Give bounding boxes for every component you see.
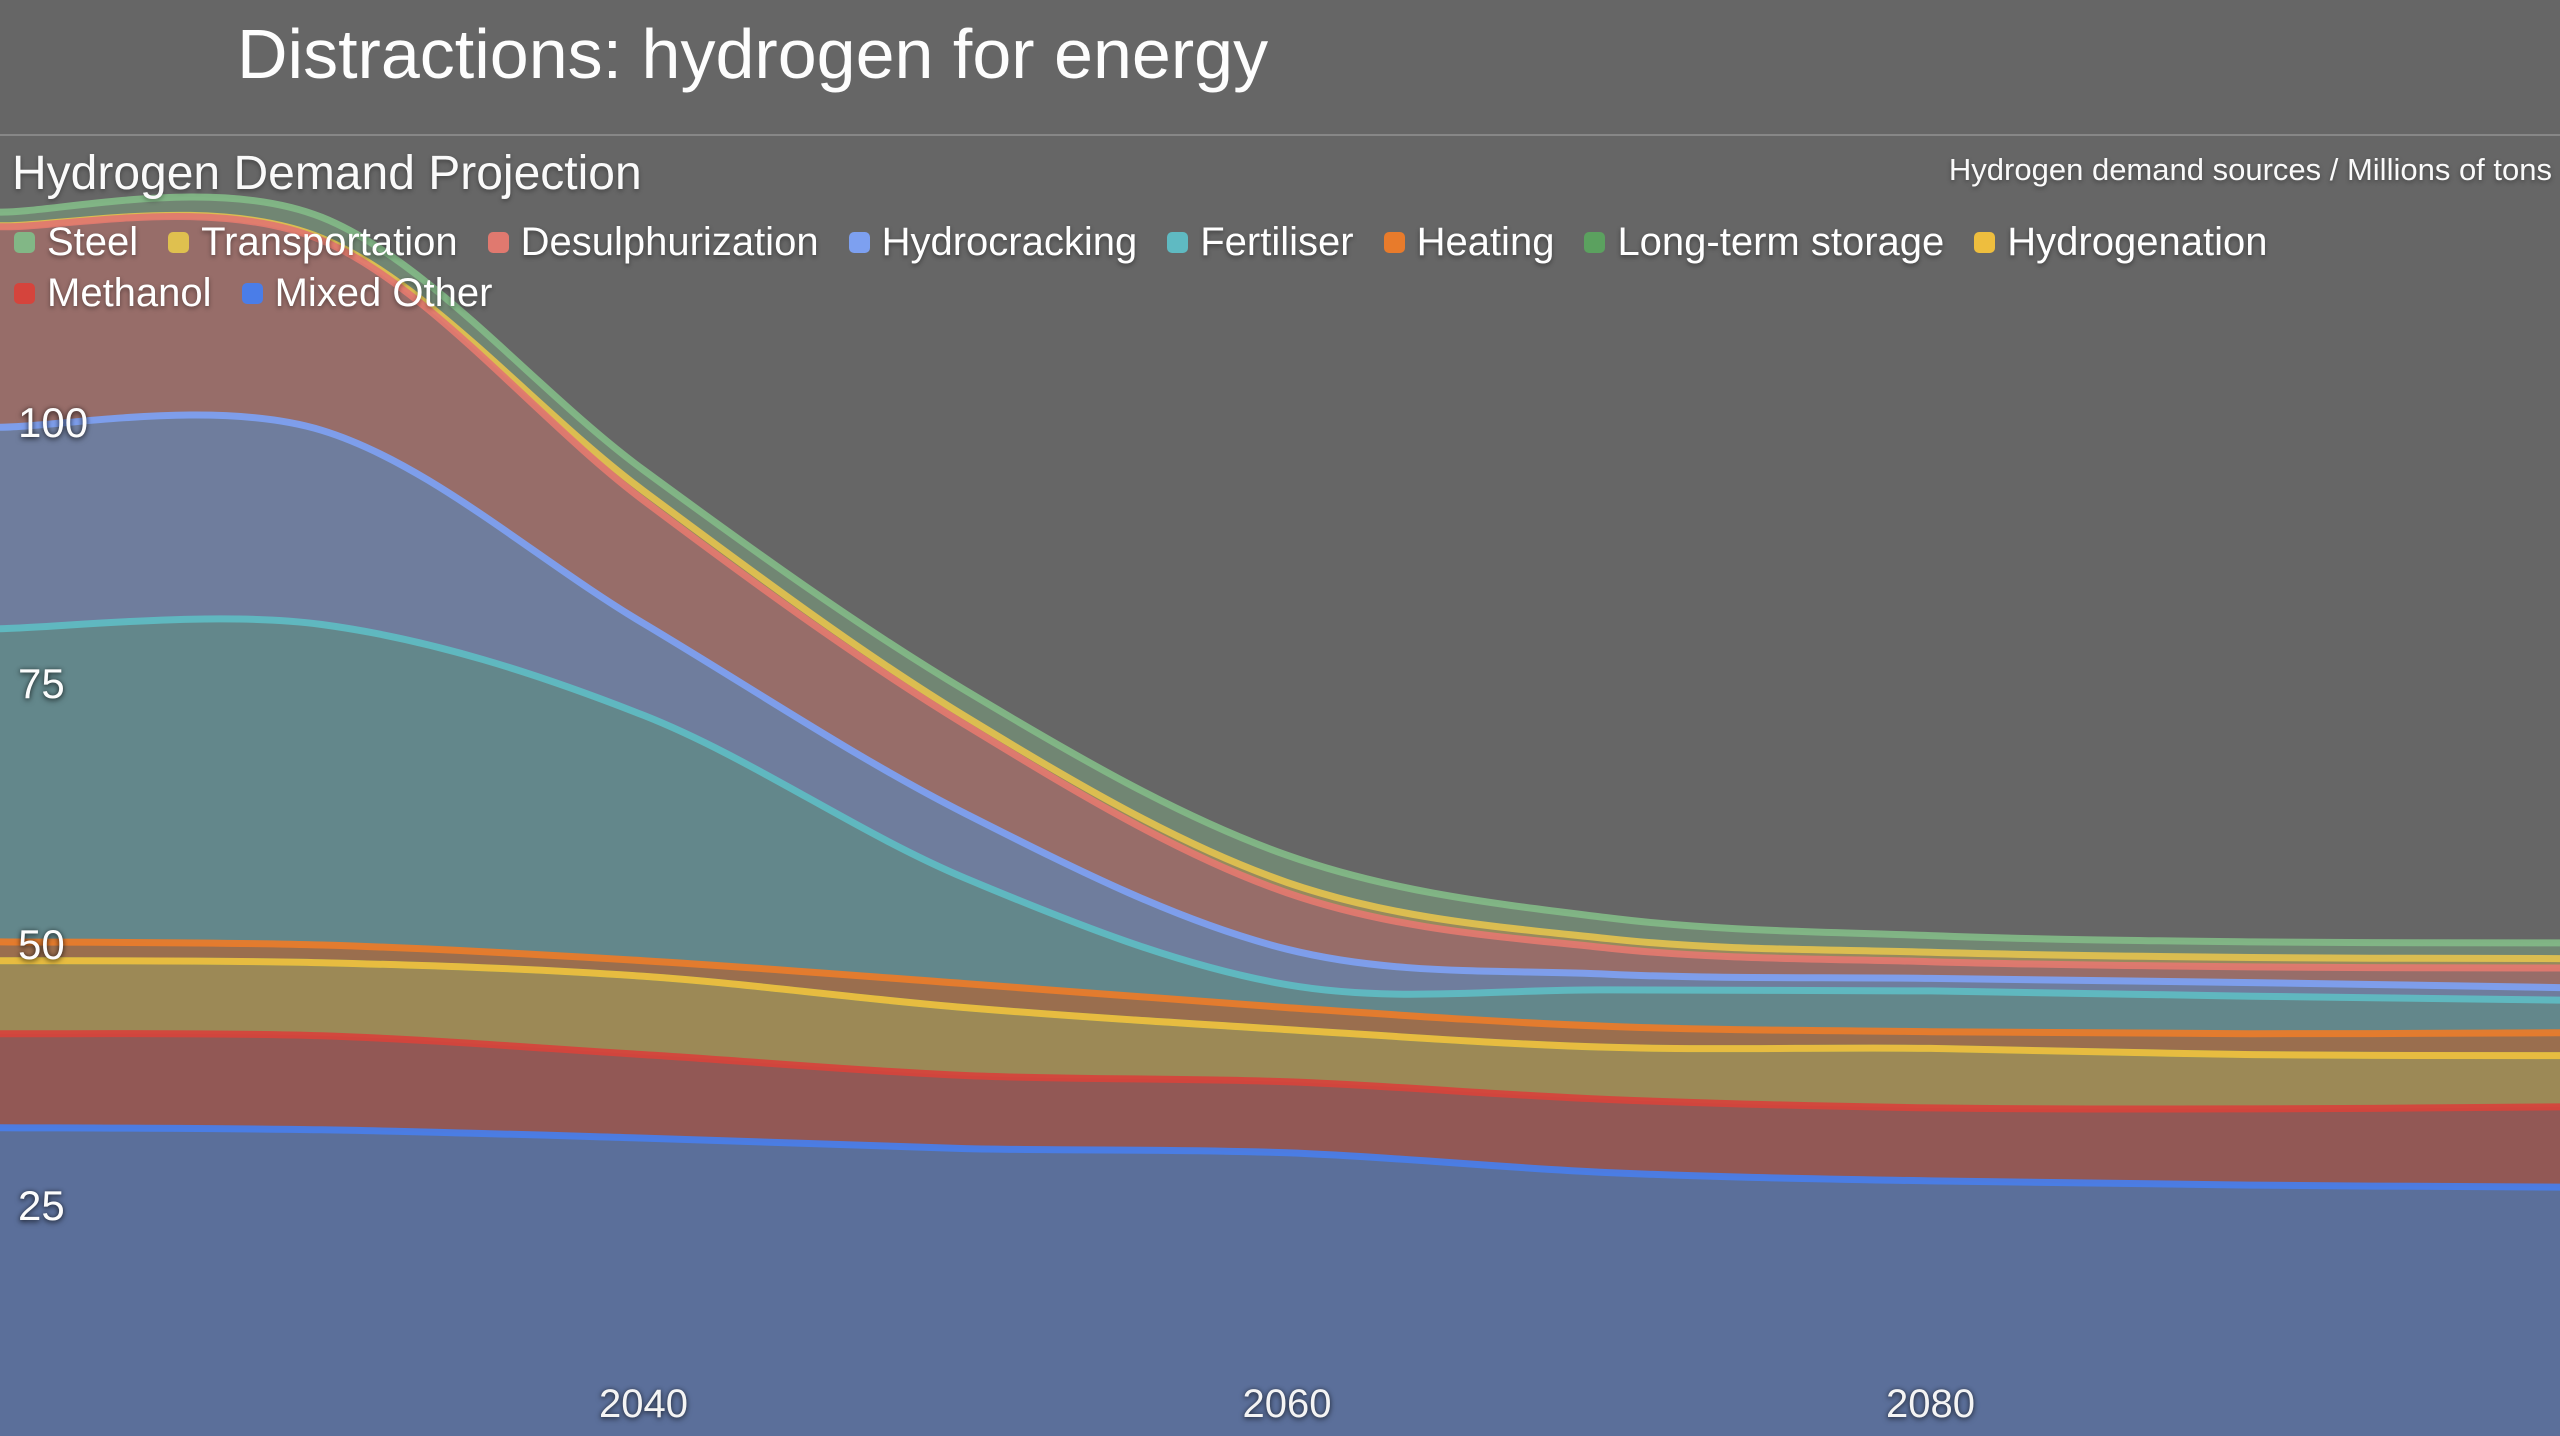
area-methanol bbox=[0, 1033, 2560, 1188]
legend-swatch-icon-desulphurization bbox=[487, 232, 509, 253]
legend-label: Hydrocracking bbox=[881, 220, 1138, 264]
x-axis-label-2040: 2040 bbox=[599, 1382, 688, 1426]
legend-label: Steel bbox=[47, 220, 139, 264]
legend-item-fertiliser: Fertiliser bbox=[1167, 220, 1354, 265]
page-title: Distractions: hydrogen for energy bbox=[237, 15, 1269, 93]
legend-swatch-icon-transportation bbox=[168, 232, 190, 253]
chart-legend: Steel Transportation Desulphurization Hydro… bbox=[14, 220, 2554, 316]
x-axis-label-2060: 2060 bbox=[1242, 1382, 1332, 1426]
legend-swatch-icon-methanol bbox=[14, 283, 35, 304]
legend-row-2: Methanol Mixed Other bbox=[14, 271, 2554, 316]
x-axis-label-2080: 2080 bbox=[1886, 1382, 1975, 1426]
legend-item-long-term-storage: Long-term storage bbox=[1584, 220, 1944, 265]
legend-swatch-icon-fertiliser bbox=[1167, 232, 1189, 253]
area-hydrocracking bbox=[0, 415, 2560, 1001]
legend-item-hydrogenation: Hydrogenation bbox=[1974, 220, 2267, 265]
legend-item-methanol: Methanol bbox=[14, 271, 212, 316]
legend-label: Hydrogenation bbox=[2007, 220, 2268, 264]
legend-swatch-icon-hydrocracking bbox=[848, 232, 870, 253]
chart-subtitle: Hydrogen Demand Projection bbox=[12, 147, 642, 200]
legend-label: Transportation bbox=[201, 220, 458, 264]
y-axis-label-100: 100 bbox=[18, 399, 89, 446]
legend-label: Methanol bbox=[47, 271, 212, 315]
line-mixed-other bbox=[0, 1124, 2560, 1191]
legend-swatch-icon-steel bbox=[14, 232, 35, 253]
legend-item-hydrocracking: Hydrocracking bbox=[848, 220, 1138, 265]
area-hydrogenation bbox=[0, 960, 2560, 1110]
legend-item-mixed-other: Mixed Other bbox=[241, 271, 493, 316]
unit-note: Hydrogen demand sources / Millions of to… bbox=[1948, 152, 2552, 187]
area-fertiliser bbox=[0, 618, 2560, 1034]
legend-label: Long-term storage bbox=[1617, 220, 1945, 264]
legend-item-heating: Heating bbox=[1383, 220, 1555, 265]
legend-label: Desulphurization bbox=[520, 220, 819, 264]
line-heating bbox=[0, 938, 2560, 1038]
legend-item-transportation: Transportation bbox=[168, 220, 458, 265]
y-axis-label-75: 75 bbox=[18, 660, 65, 707]
legend-swatch-icon-hydrogenation bbox=[1974, 232, 1996, 253]
legend-item-steel: Steel bbox=[14, 220, 138, 265]
line-hydrogenation bbox=[0, 957, 2560, 1060]
area-heating bbox=[0, 941, 2560, 1056]
line-methanol bbox=[0, 1030, 2560, 1113]
line-hydrocracking bbox=[0, 411, 2560, 992]
legend-item-desulphurization: Desulphurization bbox=[487, 220, 819, 265]
line-steel bbox=[0, 193, 2560, 947]
title-divider bbox=[0, 134, 2560, 136]
legend-swatch-icon-long-term-storage bbox=[1584, 232, 1606, 253]
area-mixed-other bbox=[0, 1127, 2560, 1436]
y-axis-label-25: 25 bbox=[18, 1182, 65, 1229]
legend-swatch-icon-heating bbox=[1383, 232, 1405, 253]
legend-row-1: Steel Transportation Desulphurization Hydro… bbox=[14, 220, 2554, 265]
legend-label: Mixed Other bbox=[274, 271, 493, 315]
legend-label: Heating bbox=[1416, 220, 1555, 264]
line-fertiliser bbox=[0, 615, 2560, 1004]
line-desulphurization bbox=[0, 212, 2560, 972]
y-axis-label-50: 50 bbox=[18, 921, 65, 968]
legend-swatch-icon-mixed-other bbox=[241, 283, 263, 304]
legend-label: Fertiliser bbox=[1200, 220, 1354, 264]
